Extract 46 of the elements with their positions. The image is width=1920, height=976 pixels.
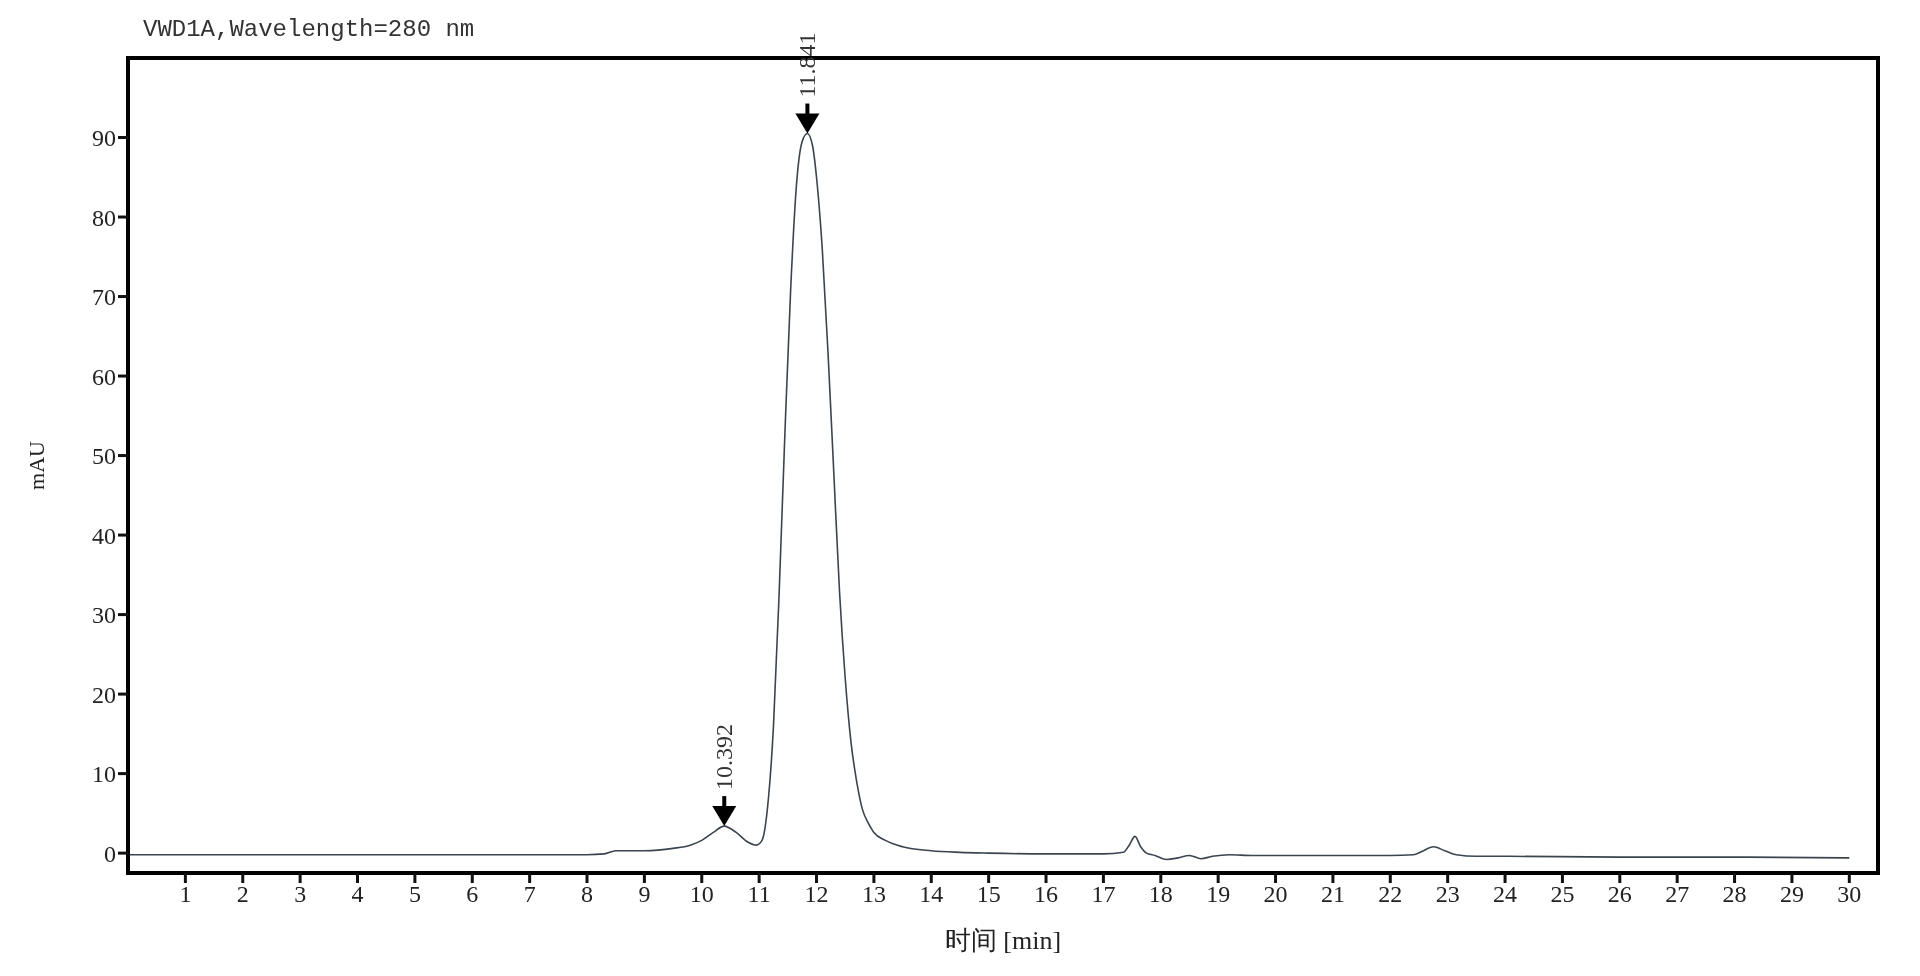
x-tick-label: 15	[976, 881, 1001, 908]
x-tick-label: 25	[1550, 881, 1575, 908]
x-tick-label: 2	[236, 881, 249, 908]
x-tick-label: 28	[1722, 881, 1747, 908]
x-tick-label: 11	[747, 881, 771, 908]
x-tick-label: 6	[466, 881, 479, 908]
line-series	[128, 132, 1851, 861]
y-tick-label: 30	[92, 602, 116, 629]
x-tick-label: 20	[1263, 881, 1288, 908]
y-tick-label: 60	[92, 363, 116, 390]
x-tick-label: 12	[804, 881, 829, 908]
x-tick-label: 8	[581, 881, 594, 908]
y-tick-label: 50	[92, 443, 116, 470]
x-tick-label: 1	[179, 881, 192, 908]
y-tick-label: 80	[92, 204, 116, 231]
x-tick-label: 26	[1607, 881, 1632, 908]
y-axis-title: mAU	[23, 440, 49, 490]
x-tick-label: 17	[1091, 881, 1116, 908]
x-axis-title: 时间 [min]	[944, 926, 1062, 955]
x-tick-label: 23	[1435, 881, 1460, 908]
x-tick-label: 3	[294, 881, 307, 908]
chart-title: VWD1A,Wavelength=280 nm	[143, 16, 475, 43]
x-tick-label: 16	[1034, 881, 1059, 908]
y-tick-label: 90	[92, 125, 116, 152]
x-tick-label: 10	[689, 881, 714, 908]
y-tick-label: 20	[92, 681, 116, 708]
x-tick-label: 30	[1837, 881, 1862, 908]
annotation: 10.392	[711, 724, 738, 791]
x-tick-label: 27	[1665, 881, 1690, 908]
x-tick-label: 14	[919, 881, 944, 908]
x-tick-label: 9	[638, 881, 651, 908]
annotation: 11.841	[794, 32, 821, 98]
y-tick-label: 10	[92, 761, 116, 788]
x-tick-label: 29	[1779, 881, 1804, 908]
y-tick-label: 70	[92, 284, 116, 311]
x-tick-label: 19	[1206, 881, 1231, 908]
x-tick-label: 22	[1378, 881, 1403, 908]
x-tick-label: 24	[1493, 881, 1518, 908]
y-tick-label: 0	[104, 840, 116, 867]
x-tick-label: 13	[861, 881, 886, 908]
y-tick-label: 40	[92, 522, 116, 549]
x-tick-label: 4	[351, 881, 364, 908]
x-tick-label: 5	[408, 881, 421, 908]
x-tick-label: 18	[1148, 881, 1173, 908]
x-tick-label: 21	[1320, 881, 1345, 908]
x-tick-label: 7	[523, 881, 536, 908]
